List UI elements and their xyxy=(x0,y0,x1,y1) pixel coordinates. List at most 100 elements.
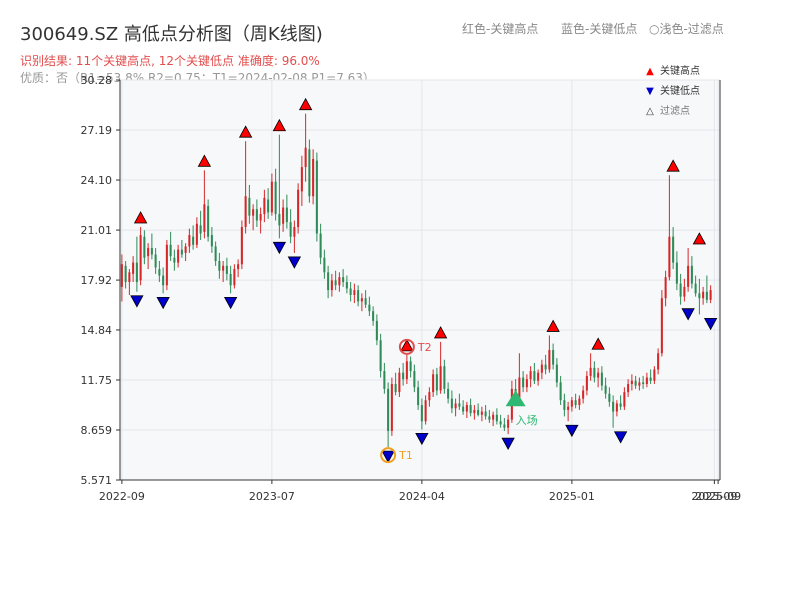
candle-body xyxy=(447,388,450,399)
candle-body xyxy=(473,409,476,414)
candle xyxy=(488,409,491,423)
candle xyxy=(533,362,536,385)
candle-body xyxy=(420,405,423,422)
candle-body xyxy=(334,280,337,286)
candle-body xyxy=(319,233,322,258)
candle xyxy=(439,341,442,394)
candle xyxy=(503,418,506,431)
candle xyxy=(672,226,675,270)
candle-body xyxy=(349,288,352,295)
candle xyxy=(357,285,360,307)
t2-label: T2 xyxy=(417,341,432,354)
candle xyxy=(293,220,296,253)
candle-body xyxy=(679,283,682,297)
candle-body xyxy=(533,371,536,381)
candle-body xyxy=(229,273,232,286)
candle xyxy=(495,408,498,425)
y-ticks: 5.571 8.659 11.75 14.84 17.92 21.01 24.10 27.19… xyxy=(81,74,120,487)
candle-body xyxy=(428,392,431,401)
candle xyxy=(229,265,232,294)
candle-body xyxy=(675,262,678,284)
candle xyxy=(195,217,198,249)
candle xyxy=(402,362,405,386)
candle-body xyxy=(544,364,547,370)
candle xyxy=(327,265,330,299)
candle-body xyxy=(327,272,330,291)
candle-body xyxy=(293,226,296,237)
candle-body xyxy=(402,372,405,380)
candle-body xyxy=(645,377,648,385)
y-tick-label: 14.84 xyxy=(81,324,113,337)
candle xyxy=(582,385,585,404)
candle-body xyxy=(390,384,393,431)
candle xyxy=(615,400,618,417)
candle-body xyxy=(255,209,258,221)
low-marker xyxy=(223,296,238,310)
candle xyxy=(334,270,337,291)
candle xyxy=(424,395,427,425)
candle xyxy=(319,223,322,265)
candle-body xyxy=(469,405,472,414)
x-tick-label: 2022-09 xyxy=(99,490,145,503)
candle-body xyxy=(589,367,592,376)
candle-body xyxy=(188,235,191,247)
candle-body xyxy=(218,260,221,271)
candle-body xyxy=(169,244,172,257)
candle-body xyxy=(537,372,540,381)
candle xyxy=(570,396,573,412)
candle-body xyxy=(525,379,528,388)
candle xyxy=(120,254,123,302)
candle xyxy=(300,155,303,206)
candle-body xyxy=(424,400,427,422)
y-tick-label: 11.75 xyxy=(81,374,113,387)
candle-body xyxy=(263,197,266,215)
candle-body xyxy=(300,167,303,192)
candle xyxy=(499,414,502,428)
candle xyxy=(312,149,315,205)
candle xyxy=(323,249,326,279)
candle xyxy=(225,257,228,281)
candle-body xyxy=(615,403,618,412)
candle-body xyxy=(694,283,697,294)
candle xyxy=(555,358,558,388)
t1-label: T1 xyxy=(398,449,413,462)
candle-body xyxy=(165,244,168,286)
candle-body xyxy=(342,277,345,283)
legend-low: ▼ 关键低点 xyxy=(644,85,700,99)
candle-body xyxy=(709,290,712,300)
candle xyxy=(383,362,386,394)
candle-body xyxy=(270,181,273,213)
candle-body xyxy=(135,262,138,283)
candle xyxy=(124,260,127,289)
candle-body xyxy=(413,371,416,388)
candle-body xyxy=(237,264,240,270)
high-marker xyxy=(272,118,287,132)
candle xyxy=(593,361,596,383)
candles-group xyxy=(120,113,712,448)
candle xyxy=(203,170,206,239)
entry-label: 入场 xyxy=(516,413,538,427)
candle-body xyxy=(173,257,176,263)
candle xyxy=(705,275,708,304)
candle xyxy=(537,369,540,386)
candle xyxy=(263,189,266,223)
candle xyxy=(345,275,348,294)
high-marker xyxy=(546,319,560,332)
entry-marker xyxy=(505,390,526,407)
candle xyxy=(698,278,701,315)
candle-body xyxy=(585,375,588,391)
candle-body xyxy=(383,371,386,389)
candle-body xyxy=(207,205,210,237)
candle xyxy=(657,348,660,375)
candle xyxy=(349,282,352,302)
candle xyxy=(702,286,705,305)
candle xyxy=(218,252,221,279)
high-marker xyxy=(692,232,707,245)
candle xyxy=(139,226,142,286)
candle xyxy=(180,239,183,258)
candle-body xyxy=(507,419,510,428)
candle-body xyxy=(657,353,660,370)
y-tick-label: 30.28 xyxy=(81,74,113,87)
candle-body xyxy=(638,382,641,386)
